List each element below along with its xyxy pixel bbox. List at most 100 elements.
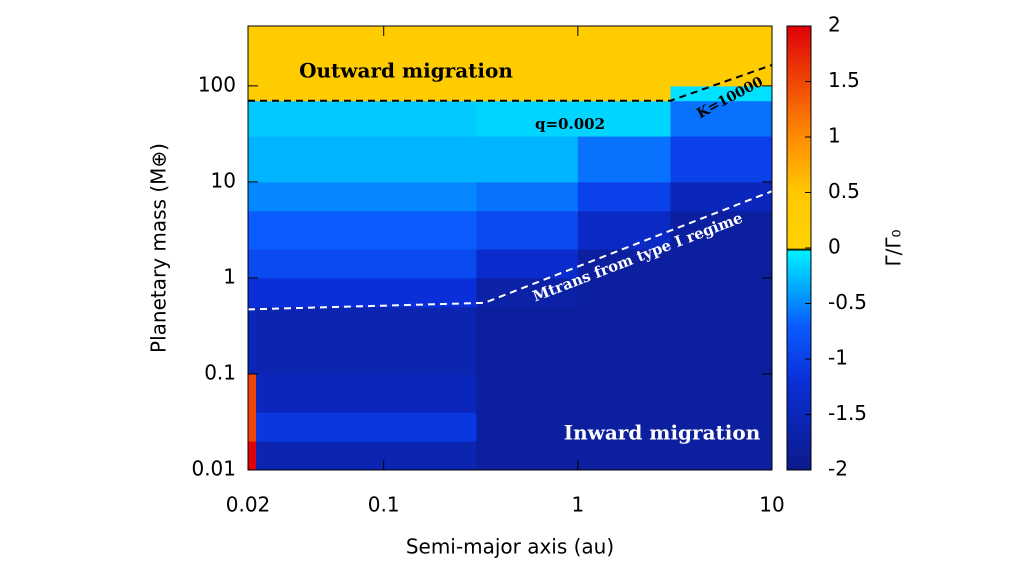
colorbar (786, 25, 812, 471)
heat-cell (383, 210, 477, 250)
heat-cell (383, 306, 477, 375)
heat-cell (577, 277, 671, 308)
heat-cell (383, 181, 477, 212)
heat-cell (577, 85, 671, 102)
colorbar-label: Γ/Γ₀ (882, 229, 906, 266)
heat-cell (577, 249, 671, 279)
heat-cell (577, 136, 671, 183)
heat-cell (256, 277, 326, 308)
y-axis-label: Planetary mass (M⊕) (147, 143, 171, 353)
heat-cell (476, 412, 579, 442)
colorbar-tick-label: 1.5 (828, 68, 860, 92)
heat-cell (325, 100, 385, 137)
heat-cell (248, 441, 257, 471)
heat-cell (670, 181, 773, 212)
heat-cell (256, 441, 326, 471)
heat-cell (248, 181, 257, 212)
heat-cell (670, 210, 773, 250)
annotation: q=0.002 (535, 115, 605, 133)
annotation: Outward migration (299, 59, 513, 83)
heat-cell (577, 100, 671, 137)
colorbar-tick-label: -0.5 (828, 290, 867, 314)
heat-cell (248, 26, 257, 87)
heat-cell (325, 249, 385, 279)
heat-cell (256, 210, 326, 250)
x-tick-label: 0.02 (226, 493, 271, 517)
plot-frame (247, 25, 773, 471)
y-tick-label: 1 (223, 264, 236, 288)
heatmap (248, 26, 773, 471)
heat-cell (248, 100, 257, 137)
heat-cell (256, 85, 326, 102)
heat-cell (577, 412, 671, 442)
heat-cell (256, 306, 326, 375)
heat-cell (256, 249, 326, 279)
y-tick-label: 0.1 (204, 360, 236, 384)
heat-cell (383, 373, 477, 413)
heat-cell (256, 181, 326, 212)
annotation: Inward migration (564, 421, 761, 445)
heat-cell (248, 277, 257, 308)
heat-cell (325, 210, 385, 250)
heat-cell (256, 26, 326, 87)
heat-cell (256, 373, 326, 413)
heat-cell (577, 441, 671, 471)
colorbar-tick-label: 0.5 (828, 179, 860, 203)
heat-cell (248, 85, 257, 102)
y-tick-label: 100 (198, 72, 236, 96)
heat-cell (325, 412, 385, 442)
heat-cell (325, 26, 385, 87)
contour-line (247, 190, 773, 311)
y-tick-label: 0.01 (191, 457, 236, 481)
colorbar-tick-label: 0 (828, 235, 841, 259)
heat-cell (383, 277, 477, 308)
x-tick-label: 1 (571, 493, 584, 517)
x-axis-label: Semi-major axis (au) (406, 535, 614, 559)
heat-cell (248, 412, 257, 442)
heat-cell (670, 412, 773, 442)
heat-cell (248, 136, 257, 183)
heat-cell (256, 412, 326, 442)
heat-cell (476, 277, 579, 308)
heat-cell (256, 100, 326, 137)
heat-cell (325, 181, 385, 212)
heat-cell (383, 100, 477, 137)
heat-cell (670, 85, 773, 102)
colorbar-tick-label: 2 (828, 13, 841, 37)
heat-cell (577, 26, 671, 87)
heat-cell (248, 306, 257, 375)
heat-cell (670, 100, 773, 137)
heat-cell (325, 136, 385, 183)
heat-cell (577, 306, 671, 375)
heat-cell (325, 306, 385, 375)
heat-cell (383, 441, 477, 471)
colorbar-tick-label: -1 (828, 346, 848, 370)
heat-cell (325, 441, 385, 471)
heat-cell (476, 85, 579, 102)
heat-cell (476, 181, 579, 212)
heat-cell (476, 441, 579, 471)
heat-cell (256, 136, 326, 183)
heat-cell (476, 136, 579, 183)
heat-cell (383, 85, 477, 102)
heat-cell (325, 277, 385, 308)
heat-cell (476, 26, 579, 87)
heat-cell (325, 85, 385, 102)
heat-cell (476, 373, 579, 413)
colorbar-tick-label: -2 (828, 457, 848, 481)
y-tick-label: 10 (211, 168, 236, 192)
heat-cell (476, 210, 579, 250)
x-tick-label: 0.1 (368, 493, 400, 517)
heat-cell (670, 277, 773, 308)
heat-cell (248, 210, 257, 250)
heat-cell (670, 373, 773, 413)
heat-cell (325, 373, 385, 413)
heat-cell (248, 373, 257, 413)
heat-cell (383, 249, 477, 279)
heat-cell (476, 306, 579, 375)
heat-cell (670, 249, 773, 279)
heat-cell (476, 100, 579, 137)
heat-cell (577, 181, 671, 212)
